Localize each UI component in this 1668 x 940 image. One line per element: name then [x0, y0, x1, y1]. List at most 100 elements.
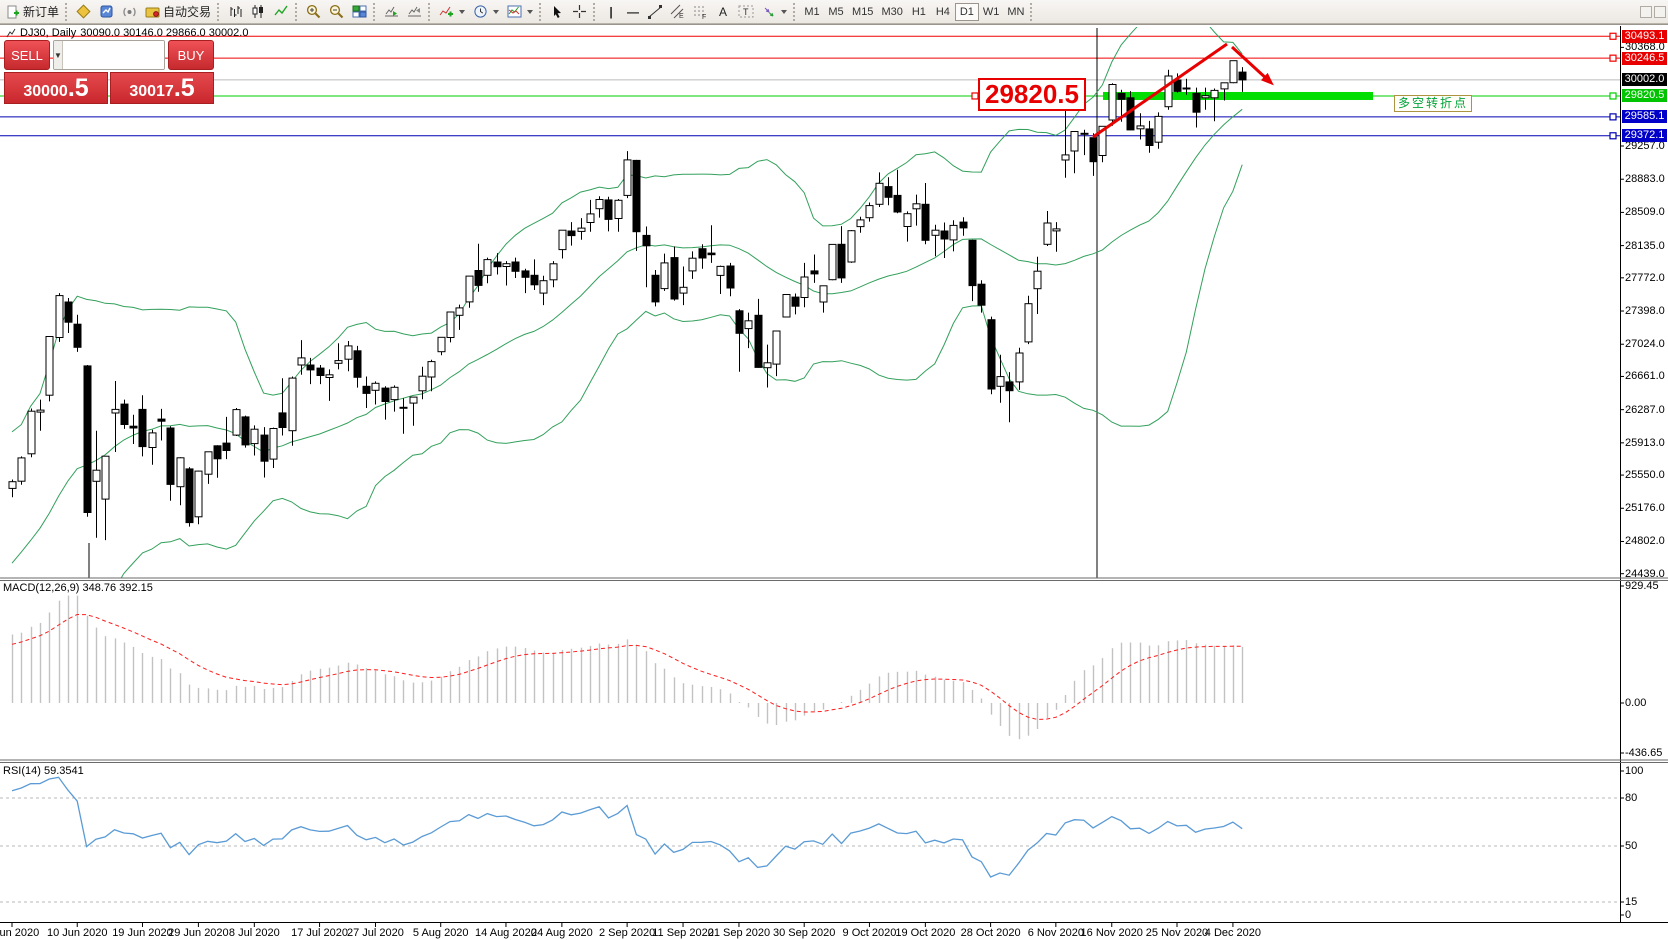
market-watch-button[interactable]: [72, 2, 95, 22]
price-level-label: 29820.5: [1622, 89, 1667, 103]
templates-icon: [507, 5, 522, 18]
candle-body: [791, 296, 800, 307]
chart-shift-button[interactable]: [403, 2, 426, 22]
periods-button[interactable]: [469, 2, 503, 22]
candle-body: [157, 418, 166, 422]
timeframe-d1[interactable]: D1: [954, 2, 979, 21]
date-axis-label: 14 Aug 2020: [475, 927, 537, 939]
vertical-line-button[interactable]: |: [600, 2, 622, 22]
zoom-in-button[interactable]: [302, 2, 325, 22]
rsi-axis-tick: 0: [1625, 909, 1632, 921]
level-line-marker[interactable]: [1609, 92, 1617, 100]
candle-body: [213, 445, 222, 460]
annotation-text-box[interactable]: 多空转折点: [1394, 95, 1473, 112]
level-line-marker[interactable]: [1609, 54, 1617, 62]
dropdown-caret-icon: [527, 9, 534, 14]
timeframe-m5[interactable]: M5: [828, 5, 844, 18]
cursor-button[interactable]: [546, 2, 568, 22]
candle-body: [1061, 154, 1070, 161]
candle-body: [129, 425, 138, 429]
candle-body: [437, 336, 446, 353]
candle-body: [8, 481, 17, 489]
candle-body: [269, 428, 278, 460]
chart-ohlc-icon: [6, 28, 16, 38]
sell-price-display[interactable]: 30000 .5: [4, 72, 108, 104]
candle-body: [260, 434, 269, 462]
support-highlight-bar[interactable]: [1103, 91, 1373, 100]
candle-body: [819, 285, 828, 303]
trend-arrow-line[interactable]: [1092, 42, 1228, 139]
timeframe-m1[interactable]: M1: [804, 5, 820, 18]
signal-button[interactable]: [118, 2, 141, 22]
candlestick-chart-button[interactable]: [247, 2, 270, 22]
date-axis-label: 4 Dec 2020: [1204, 927, 1262, 939]
bar-chart-button[interactable]: [224, 2, 247, 22]
candlestick-chart-icon: [252, 5, 264, 18]
lot-decrease-button[interactable]: ▼: [54, 41, 63, 69]
line-chart-button[interactable]: [270, 2, 293, 22]
toolbar-handle: [217, 2, 222, 21]
trendline-icon: [648, 4, 663, 19]
date-axis-label: 2 Sep 2020: [598, 927, 656, 939]
candle-body: [996, 376, 1005, 387]
toolbar-handle: [539, 2, 544, 21]
candle-body: [567, 230, 576, 237]
candle-body: [651, 274, 660, 303]
timeframe-w1[interactable]: W1: [982, 5, 1000, 18]
candle-body: [912, 203, 921, 210]
text-a-icon: A: [719, 4, 728, 19]
candle-body: [530, 274, 539, 286]
level-line-marker[interactable]: [1609, 132, 1617, 140]
timeframe-h1[interactable]: H1: [911, 5, 926, 18]
crosshair-button[interactable]: [568, 2, 591, 22]
new-order-button[interactable]: 新订单: [2, 2, 63, 22]
zoom-out-button[interactable]: [325, 2, 348, 22]
price-axis-tick: 25176.0: [1625, 502, 1665, 515]
navigator-button[interactable]: [95, 2, 118, 22]
text-button[interactable]: A: [712, 2, 734, 22]
timeframe-m30[interactable]: M30: [881, 5, 903, 18]
lot-stepper: ▼ ▲: [53, 40, 165, 70]
fibonacci-button[interactable]: F: [689, 2, 712, 22]
horizontal-line-button[interactable]: —: [622, 2, 644, 22]
toolbar-handle: [373, 2, 378, 21]
arrows-button[interactable]: [758, 2, 791, 22]
sell-button[interactable]: SELL: [4, 40, 50, 70]
templates-button[interactable]: [503, 2, 537, 22]
trend-arrow-line[interactable]: [1230, 45, 1270, 82]
candle-body: [427, 361, 436, 378]
text-label-button[interactable]: T: [734, 2, 758, 22]
candle-body: [483, 259, 492, 276]
tile-windows-button[interactable]: [348, 2, 371, 22]
dropdown-caret-icon: [493, 9, 500, 14]
candle-body: [1005, 381, 1014, 392]
price-axis-tick: 29257.0: [1625, 140, 1665, 152]
level-line-marker[interactable]: [1609, 32, 1617, 40]
candle-body: [763, 362, 772, 369]
timeframe-m15[interactable]: M15: [852, 5, 874, 18]
macd-indicator-label: MACD(12,26,9) 348.76 392.15: [3, 582, 153, 594]
equidistant-channel-button[interactable]: E: [666, 2, 689, 22]
buy-price-display[interactable]: 30017 .5: [110, 72, 214, 104]
lot-size-input[interactable]: [62, 41, 164, 69]
level-line-marker[interactable]: [1609, 113, 1617, 121]
buy-button[interactable]: BUY: [168, 40, 214, 70]
candle-body: [194, 470, 203, 518]
svg-text:F: F: [702, 14, 706, 19]
price-level-label: 30493.1: [1622, 29, 1667, 43]
timeframe-h4[interactable]: H4: [935, 5, 950, 18]
timeframe-mn[interactable]: MN: [1007, 5, 1025, 18]
toolbar-overflow-icon[interactable]: [1640, 5, 1652, 18]
date-axis-label: 1 Jun 2020: [0, 927, 40, 939]
auto-trading-button[interactable]: 自动交易: [141, 2, 215, 22]
indicators-button[interactable]: [435, 2, 469, 22]
date-axis-label: 5 Aug 2020: [412, 927, 469, 939]
trendline-button[interactable]: [644, 2, 666, 22]
auto-scroll-button[interactable]: [380, 2, 403, 22]
candle-body: [17, 457, 26, 482]
toolbar-overflow-icon[interactable]: [1654, 5, 1666, 18]
price-callout-label[interactable]: 29820.5: [978, 78, 1086, 111]
